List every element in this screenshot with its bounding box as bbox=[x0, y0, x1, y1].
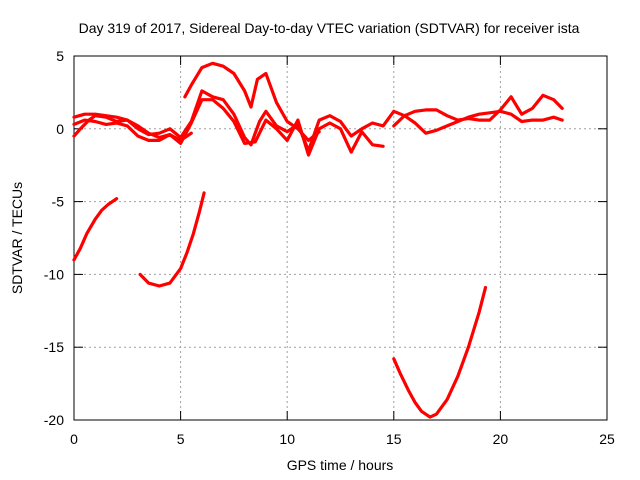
y-axis-label: SDTVAR / TECUs bbox=[9, 182, 25, 294]
x-tick-labels: 0 5 10 15 20 25 bbox=[70, 431, 615, 447]
y-tick-label: -15 bbox=[44, 339, 64, 355]
chart-title: Day 319 of 2017, Sidereal Day-to-day VTE… bbox=[79, 20, 580, 36]
series-group bbox=[72, 61, 564, 419]
x-tick-label: 5 bbox=[177, 431, 185, 447]
y-tick-label: -10 bbox=[44, 266, 64, 282]
series-arc-h bbox=[392, 285, 488, 419]
series-arc-b bbox=[72, 98, 385, 157]
x-tick-label: 25 bbox=[599, 431, 615, 447]
x-tick-label: 15 bbox=[386, 431, 402, 447]
y-tick-labels: 5 0 -5 -10 -15 -20 bbox=[44, 48, 64, 428]
y-tick-label: 5 bbox=[56, 48, 64, 64]
x-axis-label: GPS time / hours bbox=[287, 457, 394, 473]
x-tick-label: 10 bbox=[279, 431, 295, 447]
y-tick-label: -5 bbox=[52, 194, 65, 210]
x-tick-label: 20 bbox=[493, 431, 509, 447]
series-arc-g bbox=[138, 191, 206, 288]
axis-ticks bbox=[73, 55, 608, 421]
plot-frame bbox=[73, 55, 608, 421]
y-tick-label: -20 bbox=[44, 412, 64, 428]
series-arc-d bbox=[183, 61, 321, 142]
x-tick-label: 0 bbox=[70, 431, 78, 447]
y-tick-label: 0 bbox=[56, 121, 64, 137]
series-arc-c bbox=[72, 114, 193, 142]
series-arc-f bbox=[72, 197, 119, 262]
series-arc-e bbox=[392, 93, 564, 128]
